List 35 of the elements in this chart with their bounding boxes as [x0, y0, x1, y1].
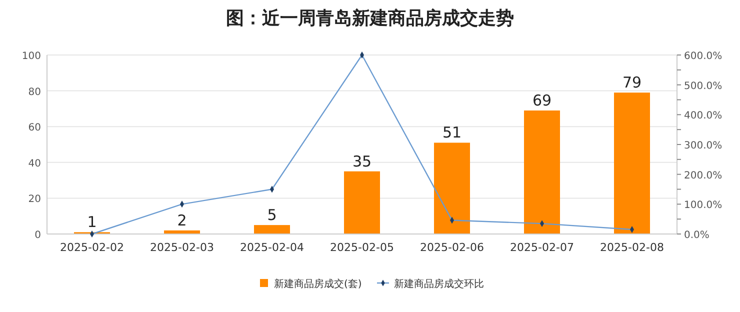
y2-tick-label: 400.0% [684, 110, 722, 122]
x-tick-label: 2025-02-05 [330, 241, 394, 254]
y2-tick-label: 200.0% [684, 170, 722, 182]
bar [254, 225, 290, 234]
data-label: 79 [622, 74, 642, 92]
y-tick-label: 100 [22, 51, 41, 62]
x-tick-label: 2025-02-08 [600, 241, 664, 254]
bar [344, 171, 380, 234]
chart-title: 图：近一周青岛新建商品房成交走势 [226, 8, 514, 29]
legend-label: 新建商品房成交(套) [274, 278, 362, 290]
legend-label: 新建商品房成交环比 [394, 278, 484, 290]
data-label: 1 [87, 213, 97, 232]
x-tick-label: 2025-02-06 [420, 241, 484, 254]
bar [524, 110, 560, 234]
bar [614, 92, 650, 234]
data-label: 69 [532, 91, 552, 110]
x-tick-label: 2025-02-03 [150, 241, 214, 254]
data-label: 5 [267, 206, 277, 224]
y2-tick-label: 500.0% [684, 80, 722, 92]
y-tick-label: 80 [28, 86, 41, 98]
y-tick-label: 0 [34, 230, 41, 241]
y-tick-label: 20 [28, 194, 41, 206]
y2-tick-label: 0.0% [684, 230, 710, 241]
y-tick-label: 40 [28, 158, 41, 170]
y2-tick-label: 300.0% [684, 140, 722, 152]
data-label: 35 [352, 152, 372, 170]
bar [434, 142, 470, 234]
data-label: 51 [442, 124, 462, 142]
x-tick-label: 2025-02-04 [240, 241, 304, 254]
x-tick-label: 2025-02-02 [60, 241, 124, 254]
y-tick-label: 60 [28, 122, 41, 134]
y2-tick-label: 600.0% [684, 51, 722, 62]
data-label: 2 [177, 211, 187, 230]
x-tick-label: 2025-02-07 [510, 241, 574, 254]
y2-tick-label: 100.0% [684, 200, 722, 212]
